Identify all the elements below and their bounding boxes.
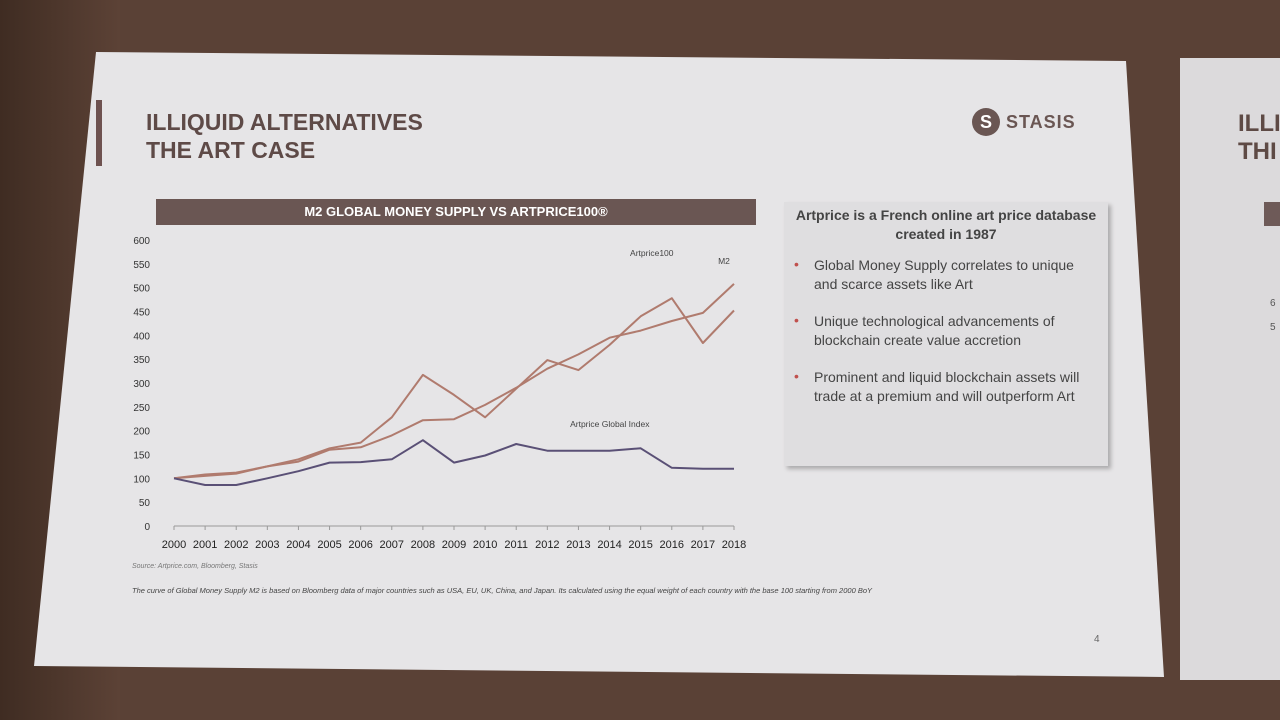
bullet-item: • Prominent and liquid blockchain assets …	[794, 368, 1080, 404]
y-tick-label: 50	[139, 498, 151, 509]
bullet-item: • Global Money Supply correlates to uniqu…	[794, 256, 1074, 292]
title-line-1: ILLIQUID ALTERNATIVES	[146, 109, 423, 135]
bullet-dot-icon: •	[794, 256, 799, 272]
x-tick-label: 2016	[660, 539, 684, 551]
next-slide-title: ILLI THI	[1238, 110, 1280, 165]
title-line-2: THE ART CASE	[146, 137, 316, 163]
info-box-heading: Artprice is a French online art price da…	[795, 207, 1097, 242]
next-slide-tick: 5	[1270, 322, 1276, 333]
y-tick-label: 550	[133, 260, 150, 271]
series-label: Artprice100	[630, 248, 674, 258]
stasis-logo-text: STASIS	[1006, 111, 1076, 132]
x-tick-label: 2004	[286, 539, 310, 551]
y-tick-label: 150	[133, 451, 150, 462]
chart-source: Source: Artprice.com, Bloomberg, Stasis	[132, 563, 258, 570]
stasis-logo-icon: S	[972, 108, 1000, 136]
series-line-artprice100	[173, 297, 735, 480]
x-tick-label: 2011	[504, 539, 528, 551]
y-tick-label: 350	[133, 355, 150, 366]
x-tick-label: 2010	[473, 539, 497, 551]
bullet-item: • Unique technological advancements of bl…	[794, 312, 1055, 348]
series-label: M2	[718, 256, 730, 266]
y-tick-label: 300	[133, 379, 150, 390]
x-tick-label: 2006	[348, 539, 372, 551]
line-chart: 0 50 100 150 200 250 300 350 400 450 500 550 600 2000…	[133, 236, 746, 551]
series-line-artprice-global-index	[173, 439, 734, 486]
x-tick-label: 2000	[162, 539, 186, 551]
x-tick-label: 2001	[193, 539, 217, 551]
info-box: Artprice is a French online art price da…	[784, 202, 1108, 466]
x-tick-label: 2017	[691, 539, 715, 551]
x-tick-label: 2018	[722, 539, 746, 551]
x-tick-label: 2014	[597, 539, 621, 551]
x-tick-label: 2015	[628, 539, 652, 551]
next-slide-chart-bar	[1264, 202, 1280, 226]
y-tick-label: 400	[133, 331, 150, 342]
title-accent-bar	[96, 100, 102, 166]
next-slide-edge: ILLI THI 6 5	[1180, 58, 1280, 680]
x-tick-label: 2007	[380, 539, 404, 551]
x-tick-label: 2002	[224, 539, 248, 551]
y-tick-label: 200	[133, 427, 150, 438]
series-line-m2	[173, 283, 735, 480]
chart-title: M2 GLOBAL MONEY SUPPLY VS ARTPRICE100®	[156, 199, 756, 225]
y-tick-label: 600	[133, 236, 150, 247]
y-tick-label: 500	[133, 284, 150, 295]
y-tick-label: 250	[133, 403, 150, 414]
x-tick-label: 2005	[317, 539, 341, 551]
y-tick-label: 100	[133, 474, 150, 485]
stasis-logo: S STASIS	[972, 108, 1076, 136]
slide-title: ILLIQUID ALTERNATIVES THE ART CASE	[146, 108, 423, 164]
next-slide-tick: 6	[1270, 298, 1276, 309]
series-label: Artprice Global Index	[570, 419, 650, 429]
x-tick-label: 2003	[255, 539, 279, 551]
bullet-list: • Global Money Supply correlates to uniqu…	[794, 256, 1099, 424]
bullet-dot-icon: •	[794, 312, 799, 328]
x-tick-label: 2009	[442, 539, 466, 551]
bullet-dot-icon: •	[794, 368, 799, 384]
chart-footnote: The curve of Global Money Supply M2 is b…	[132, 586, 872, 595]
page-number: 4	[1094, 634, 1100, 645]
x-tick-label: 2013	[566, 539, 590, 551]
x-tick-label: 2012	[535, 539, 559, 551]
y-tick-label: 450	[133, 308, 150, 319]
y-tick-label: 0	[144, 522, 150, 533]
x-tick-label: 2008	[411, 539, 435, 551]
